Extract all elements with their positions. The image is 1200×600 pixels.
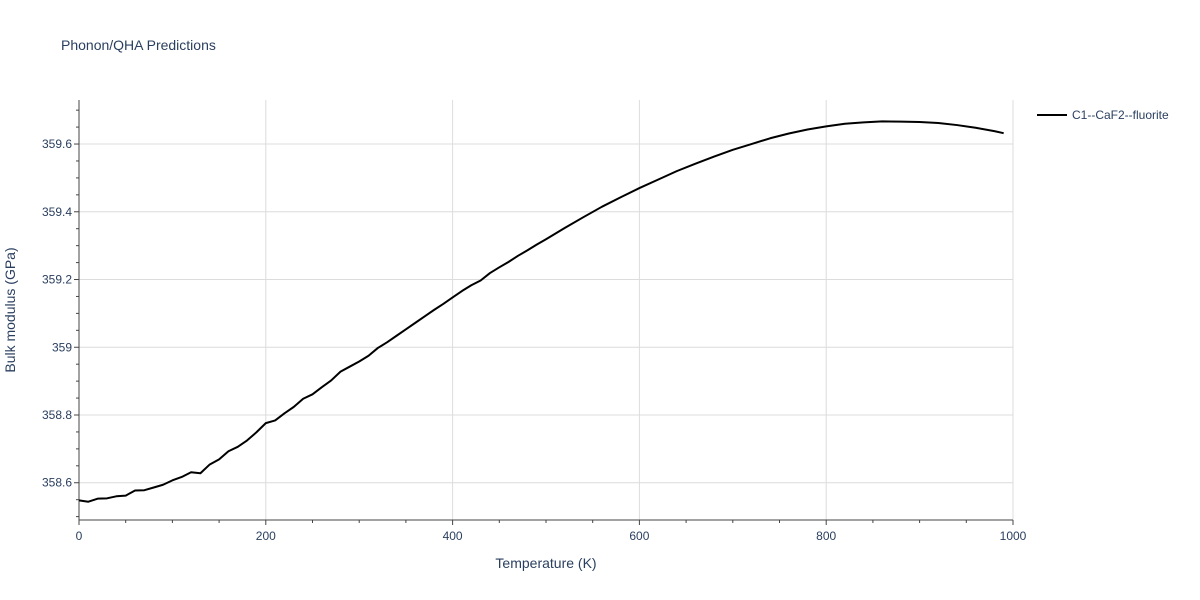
y-tick-label: 358.8 (42, 408, 72, 422)
y-axis-ticks: 358.6 358.8 359 359.2 359.4 359.6 (42, 109, 79, 518)
x-tick-label: 0 (76, 529, 83, 543)
y-tick-label: 359.6 (42, 137, 72, 151)
legend[interactable]: C1--CaF2--fluorite (1037, 108, 1169, 122)
x-tick-label: 600 (629, 529, 649, 543)
y-tick-label: 359.2 (42, 273, 72, 287)
legend-label[interactable]: C1--CaF2--fluorite (1072, 108, 1169, 122)
x-tick-label: 400 (443, 529, 463, 543)
x-axis-ticks: 0 200 400 600 800 1000 (76, 520, 1027, 543)
y-tick-label: 358.6 (42, 476, 72, 490)
x-grid (265, 100, 1014, 520)
x-tick-label: 1000 (1000, 529, 1027, 543)
x-tick-label: 200 (256, 529, 276, 543)
y-tick-label: 359 (52, 340, 72, 354)
x-axis-title: Temperature (K) (495, 555, 596, 571)
y-axis-title: Bulk modulus (GPa) (2, 247, 18, 372)
plot-area (78, 120, 1004, 503)
x-tick-label: 800 (816, 529, 836, 543)
series-line[interactable] (78, 120, 1004, 503)
y-grid (79, 143, 1013, 484)
y-tick-label: 359.4 (42, 205, 72, 219)
chart-title: Phonon/QHA Predictions (61, 37, 216, 53)
